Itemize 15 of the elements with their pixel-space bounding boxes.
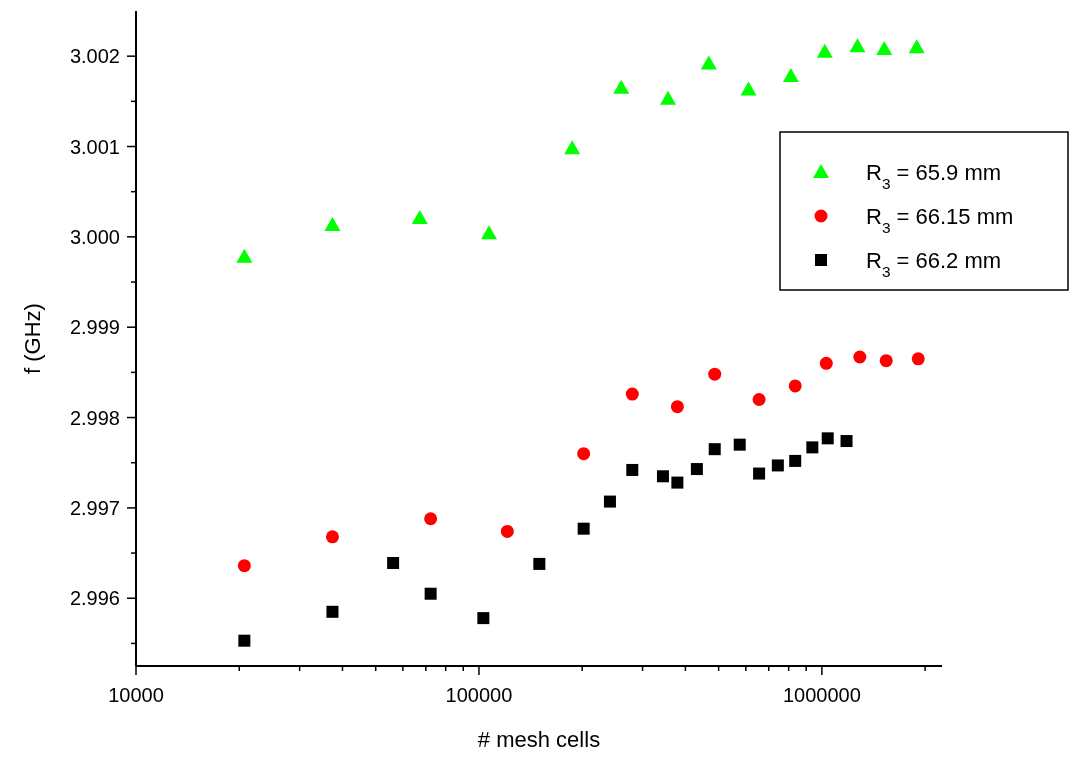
y-tick-label: 2.996 <box>69 587 120 610</box>
legend-label: R$_{3}$ = 65.9 mm <box>866 159 1002 192</box>
y-tick-label: 3.002 <box>69 45 120 68</box>
y-tick-label: 3.000 <box>69 225 120 248</box>
legend-label: R$_{3}$ = 66.2 mm <box>866 247 1002 280</box>
x-tick-label: 10000 <box>108 684 164 706</box>
y-axis-title: f (GHz) <box>20 303 45 374</box>
y-tick-label: 2.998 <box>69 406 120 429</box>
legend-label: R$_{3}$ = 66.15 mm <box>866 203 1014 236</box>
x-axis-title: # mesh cells <box>477 727 601 752</box>
x-tick-label: 1000000 <box>782 684 861 706</box>
y-tick-label: 3.001 <box>69 135 120 158</box>
y-tick-label: 2.997 <box>69 496 120 519</box>
y-tick-label: 2.999 <box>69 316 120 339</box>
x-tick-label: 100000 <box>445 684 513 706</box>
